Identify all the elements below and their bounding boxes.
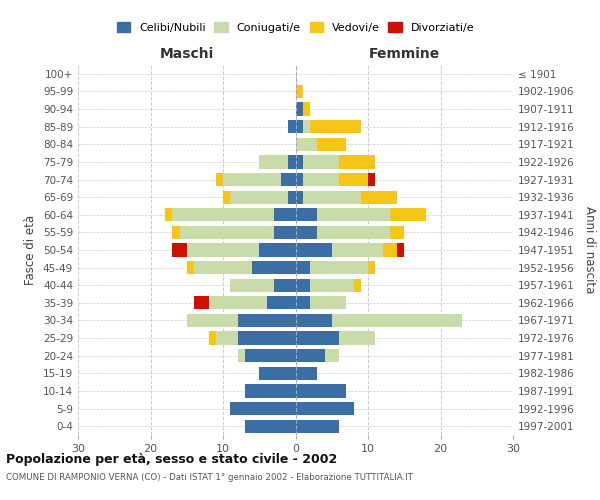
Bar <box>303 190 361 204</box>
Bar <box>296 173 303 186</box>
Bar <box>296 190 303 204</box>
Bar <box>209 332 216 344</box>
Text: Maschi: Maschi <box>160 48 214 62</box>
Bar <box>187 314 238 327</box>
Bar <box>245 384 296 398</box>
Bar <box>390 208 426 222</box>
Bar <box>368 261 375 274</box>
Bar <box>325 349 339 362</box>
Bar <box>296 85 303 98</box>
Bar <box>296 102 303 116</box>
Bar <box>165 208 172 222</box>
Text: Popolazione per età, sesso e stato civile - 2002: Popolazione per età, sesso e stato civil… <box>6 452 337 466</box>
Bar <box>296 278 310 292</box>
Bar <box>274 226 296 239</box>
Bar <box>238 349 245 362</box>
Bar <box>383 244 397 256</box>
Bar <box>187 261 194 274</box>
Bar <box>368 173 375 186</box>
Bar <box>303 173 339 186</box>
Bar <box>288 120 296 134</box>
Bar <box>310 296 346 310</box>
Bar <box>259 366 296 380</box>
Bar <box>303 156 339 168</box>
Bar <box>332 244 383 256</box>
Bar <box>259 244 296 256</box>
Bar <box>296 156 303 168</box>
Bar <box>194 296 209 310</box>
Y-axis label: Anni di nascita: Anni di nascita <box>583 206 596 294</box>
Bar <box>209 296 266 310</box>
Bar <box>172 244 187 256</box>
Bar <box>353 278 361 292</box>
Bar <box>238 314 296 327</box>
Bar <box>339 332 375 344</box>
Bar <box>230 278 274 292</box>
Bar <box>332 314 462 327</box>
Bar <box>216 332 238 344</box>
Text: Femmine: Femmine <box>368 48 440 62</box>
Bar <box>245 420 296 433</box>
Bar <box>296 402 353 415</box>
Bar <box>296 332 339 344</box>
Bar <box>317 138 346 151</box>
Bar <box>390 226 404 239</box>
Bar <box>274 208 296 222</box>
Bar <box>274 278 296 292</box>
Bar <box>397 244 404 256</box>
Bar <box>310 261 368 274</box>
Bar <box>310 278 353 292</box>
Bar <box>296 420 339 433</box>
Bar <box>238 332 296 344</box>
Bar <box>296 261 310 274</box>
Bar <box>179 226 274 239</box>
Bar <box>296 138 317 151</box>
Bar <box>303 102 310 116</box>
Bar <box>252 261 296 274</box>
Bar <box>216 173 223 186</box>
Bar <box>361 190 397 204</box>
Bar <box>223 173 281 186</box>
Bar <box>187 244 259 256</box>
Bar <box>230 190 288 204</box>
Bar <box>317 208 390 222</box>
Bar <box>296 244 332 256</box>
Bar <box>296 120 303 134</box>
Bar <box>296 366 317 380</box>
Bar <box>194 261 252 274</box>
Bar <box>288 190 296 204</box>
Bar <box>288 156 296 168</box>
Bar <box>281 173 296 186</box>
Bar <box>339 173 368 186</box>
Text: COMUNE DI RAMPONIO VERNA (CO) - Dati ISTAT 1° gennaio 2002 - Elaborazione TUTTIT: COMUNE DI RAMPONIO VERNA (CO) - Dati IST… <box>6 472 413 482</box>
Bar <box>296 296 310 310</box>
Bar <box>296 208 317 222</box>
Bar <box>223 190 230 204</box>
Bar <box>317 226 390 239</box>
Bar <box>245 349 296 362</box>
Bar <box>266 296 296 310</box>
Bar <box>172 208 274 222</box>
Bar <box>303 120 310 134</box>
Bar <box>296 314 332 327</box>
Y-axis label: Fasce di età: Fasce di età <box>25 215 37 285</box>
Bar <box>296 226 317 239</box>
Legend: Celibi/Nubili, Coniugati/e, Vedovi/e, Divorziati/e: Celibi/Nubili, Coniugati/e, Vedovi/e, Di… <box>113 19 478 36</box>
Bar <box>172 226 179 239</box>
Bar <box>310 120 361 134</box>
Bar <box>230 402 296 415</box>
Bar <box>296 384 346 398</box>
Bar <box>296 349 325 362</box>
Bar <box>259 156 288 168</box>
Bar <box>339 156 375 168</box>
